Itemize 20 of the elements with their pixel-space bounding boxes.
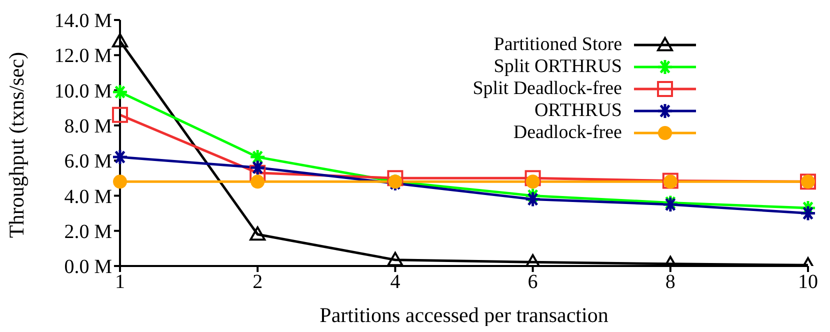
y-tick-label: 8.0 M	[64, 116, 112, 138]
legend-label: Partitioned Store	[494, 34, 622, 56]
x-tick-label: 2	[252, 271, 263, 294]
legend-label: Split Deadlock-free	[472, 78, 622, 100]
x-tick-label: 1	[115, 271, 125, 294]
legend-label: Deadlock-free	[513, 122, 622, 144]
x-tick-label: 8	[665, 271, 676, 294]
y-tick-label: 0.0 M	[64, 256, 112, 278]
legend-label: Split ORTHRUS	[494, 56, 622, 78]
y-tick-label: 6.0 M	[64, 150, 112, 173]
x-tick-label: 10	[798, 271, 818, 294]
y-tick-label: 4.0 M	[64, 186, 112, 208]
x-tick-label: 6	[528, 271, 538, 294]
legend-label: ORTHRUS	[534, 100, 622, 122]
y-tick-label: 14.0 M	[54, 10, 112, 32]
y-tick-label: 10.0 M	[54, 80, 112, 102]
y-tick-label: 2.0 M	[64, 220, 112, 243]
x-tick-label: 4	[390, 271, 400, 294]
y-tick-label: 12.0 M	[54, 45, 112, 68]
y-axis-title: Throughput (txns/sec)	[4, 52, 28, 238]
